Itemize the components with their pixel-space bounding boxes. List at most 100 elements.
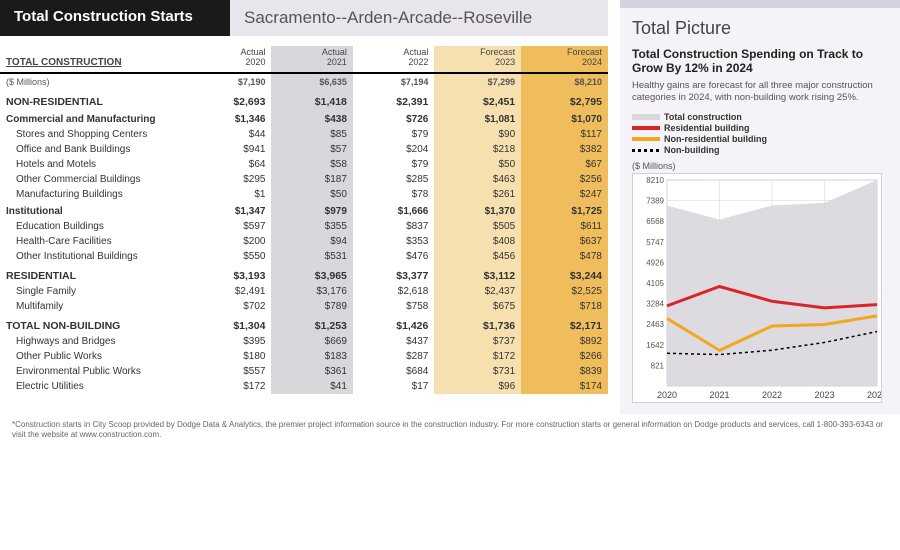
table-row: Institutional$1,347$979$1,666$1,370$1,72… xyxy=(0,202,608,219)
cell: $172 xyxy=(434,349,521,364)
cell: $1,304 xyxy=(190,314,271,334)
cell: $17 xyxy=(353,379,434,394)
cell: $94 xyxy=(271,234,352,249)
cell: $1,347 xyxy=(190,202,271,219)
cell: $456 xyxy=(434,249,521,264)
cell: $669 xyxy=(271,334,352,349)
cell: $1,426 xyxy=(353,314,434,334)
legend-swatch xyxy=(632,149,660,152)
cell: $789 xyxy=(271,299,352,314)
cell: $892 xyxy=(521,334,608,349)
cell: $2,618 xyxy=(353,284,434,299)
cell: $3,112 xyxy=(434,264,521,284)
legend-label: Residential building xyxy=(664,123,750,133)
table-row: Health-Care Facilities$200$94$353$408$63… xyxy=(0,234,608,249)
cell: $41 xyxy=(271,379,352,394)
table-row: Highways and Bridges$395$669$437$737$892 xyxy=(0,334,608,349)
row-label: Other Institutional Buildings xyxy=(0,249,190,264)
table-row: Other Commercial Buildings$295$187$285$4… xyxy=(0,172,608,187)
cell: $2,491 xyxy=(190,284,271,299)
cell: $90 xyxy=(434,127,521,142)
cell: $438 xyxy=(271,110,352,127)
cell: $718 xyxy=(521,299,608,314)
cell: $837 xyxy=(353,219,434,234)
cell: $611 xyxy=(521,219,608,234)
cell: $1,070 xyxy=(521,110,608,127)
row-label: Stores and Shopping Centers xyxy=(0,127,190,142)
cell: $597 xyxy=(190,219,271,234)
row-label: Environmental Public Works xyxy=(0,364,190,379)
cell: $1 xyxy=(190,187,271,202)
side-title: Total Picture xyxy=(632,18,888,39)
cell: $395 xyxy=(190,334,271,349)
cell: $1,370 xyxy=(434,202,521,219)
table-row: Single Family$2,491$3,176$2,618$2,437$2,… xyxy=(0,284,608,299)
row-label: Manufacturing Buildings xyxy=(0,187,190,202)
cell: $478 xyxy=(521,249,608,264)
side-panel: Total Picture Total Construction Spendin… xyxy=(620,0,900,414)
table-row: Manufacturing Buildings$1$50$78$261$247 xyxy=(0,187,608,202)
cell: $437 xyxy=(353,334,434,349)
cell: $3,965 xyxy=(271,264,352,284)
cell: $979 xyxy=(271,202,352,219)
construction-table: TOTAL CONSTRUCTIONActual2020Actual2021Ac… xyxy=(0,46,608,394)
cell: $96 xyxy=(434,379,521,394)
cell: $463 xyxy=(434,172,521,187)
svg-text:2021: 2021 xyxy=(709,390,729,400)
table-heading: TOTAL CONSTRUCTION xyxy=(0,46,190,73)
table-row: Office and Bank Buildings$941$57$204$218… xyxy=(0,142,608,157)
legend-item: Non-residential building xyxy=(632,134,888,144)
legend-item: Residential building xyxy=(632,123,888,133)
cell: $78 xyxy=(353,187,434,202)
cell: $1,736 xyxy=(434,314,521,334)
col-header: Actual2022 xyxy=(353,46,434,73)
cell: $7,194 xyxy=(353,73,434,90)
cell: $8,210 xyxy=(521,73,608,90)
table-row: Stores and Shopping Centers$44$85$79$90$… xyxy=(0,127,608,142)
row-label: TOTAL NON-BUILDING xyxy=(0,314,190,334)
cell: $180 xyxy=(190,349,271,364)
cell: $85 xyxy=(271,127,352,142)
cell: $295 xyxy=(190,172,271,187)
cell: $702 xyxy=(190,299,271,314)
chart-ylabel: ($ Millions) xyxy=(632,161,888,171)
cell: $2,391 xyxy=(353,90,434,110)
cell: $550 xyxy=(190,249,271,264)
cell: $79 xyxy=(353,157,434,172)
row-label: RESIDENTIAL xyxy=(0,264,190,284)
col-header: Forecast2023 xyxy=(434,46,521,73)
cell: $758 xyxy=(353,299,434,314)
svg-text:6568: 6568 xyxy=(646,218,664,227)
svg-text:3284: 3284 xyxy=(646,300,664,309)
table-row: Education Buildings$597$355$837$505$611 xyxy=(0,219,608,234)
row-label: Multifamily xyxy=(0,299,190,314)
side-headline: Total Construction Spending on Track to … xyxy=(632,47,888,76)
svg-text:2023: 2023 xyxy=(814,390,834,400)
svg-text:2022: 2022 xyxy=(762,390,782,400)
cell: $7,190 xyxy=(190,73,271,90)
legend-item: Total construction xyxy=(632,112,888,122)
table-row: RESIDENTIAL$3,193$3,965$3,377$3,112$3,24… xyxy=(0,264,608,284)
svg-text:2463: 2463 xyxy=(646,321,664,330)
svg-text:4105: 4105 xyxy=(646,279,664,288)
cell: $637 xyxy=(521,234,608,249)
cell: $44 xyxy=(190,127,271,142)
row-label: Highways and Bridges xyxy=(0,334,190,349)
cell: $200 xyxy=(190,234,271,249)
svg-text:1642: 1642 xyxy=(646,341,664,350)
legend-label: Non-residential building xyxy=(664,134,767,144)
row-label: Single Family xyxy=(0,284,190,299)
cell: $2,171 xyxy=(521,314,608,334)
col-header: Actual2020 xyxy=(190,46,271,73)
legend-label: Total construction xyxy=(664,112,742,122)
forecast-chart: 8211642246332844105492657476568738982102… xyxy=(632,173,882,403)
svg-text:4926: 4926 xyxy=(646,259,664,268)
cell: $2,437 xyxy=(434,284,521,299)
cell: $247 xyxy=(521,187,608,202)
cell: $174 xyxy=(521,379,608,394)
footnote: *Construction starts in City Scoop provi… xyxy=(0,414,900,439)
cell: $50 xyxy=(271,187,352,202)
cell: $2,525 xyxy=(521,284,608,299)
cell: $7,299 xyxy=(434,73,521,90)
cell: $172 xyxy=(190,379,271,394)
